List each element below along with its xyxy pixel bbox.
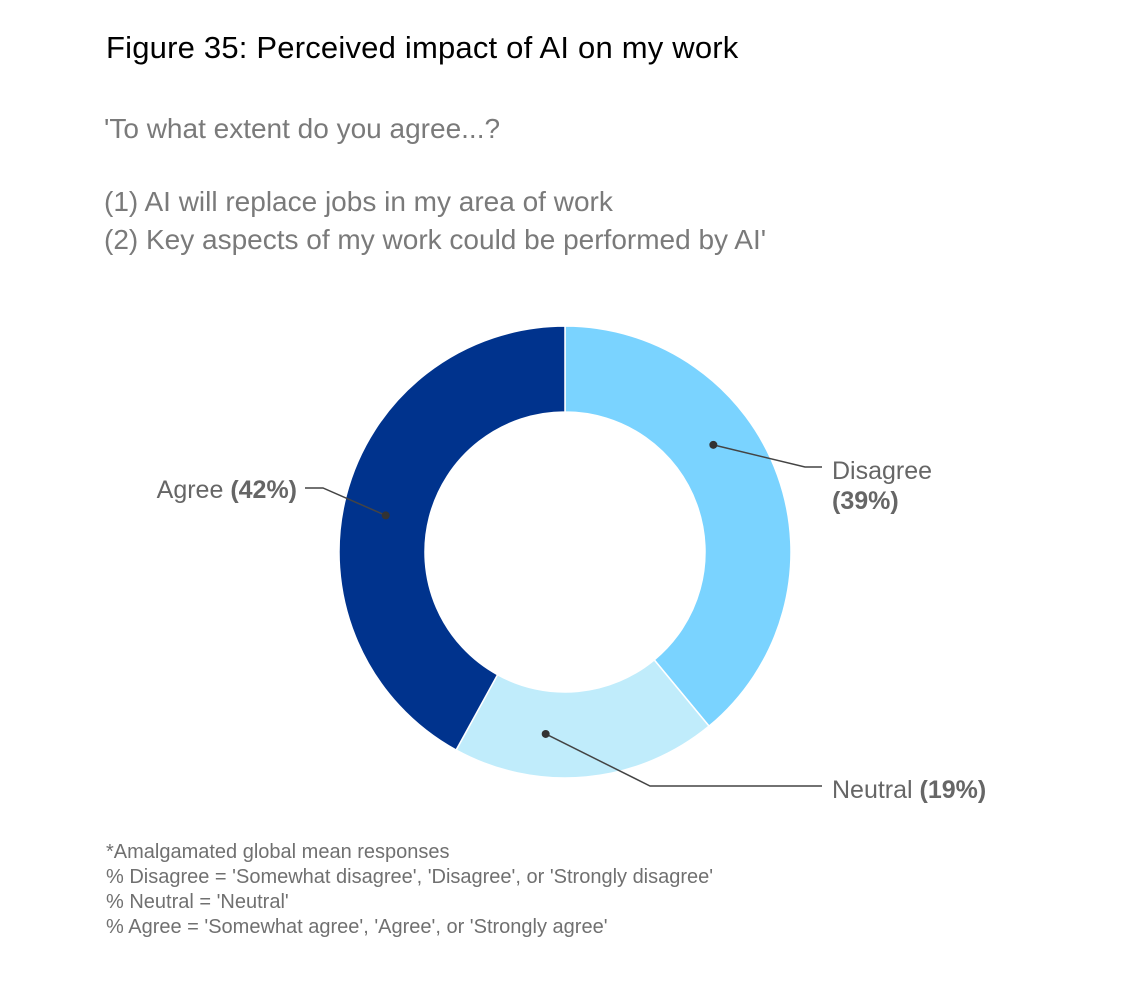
footnote-2: % Disagree = 'Somewhat disagree', 'Disag… (106, 866, 714, 888)
question-1: (1) AI will replace jobs in my area of w… (104, 186, 613, 217)
slice-label-agree: Agree (42%) (157, 476, 297, 504)
donut-slices (338, 325, 792, 779)
leader-line-disagree (713, 444, 822, 468)
footnote-3: % Neutral = 'Neutral' (106, 891, 289, 913)
leader-dot-agree (381, 511, 390, 520)
slice-disagree (564, 325, 792, 728)
leader-dot-disagree (709, 440, 718, 449)
slice-pct-disagree: (39%) (832, 487, 899, 515)
slice-pct-neutral: (19%) (920, 776, 987, 804)
leader-lines (305, 440, 822, 787)
slice-neutral (455, 658, 711, 779)
leader-line-agree (305, 487, 386, 517)
slice-label-disagree: Disagree (832, 457, 932, 485)
leader-dot-neutral (541, 729, 550, 738)
slice-pct-agree: (42%) (230, 476, 297, 504)
slice-name-neutral: Neutral (832, 776, 913, 804)
question-2: (2) Key aspects of my work could be perf… (104, 224, 767, 255)
slice-name-agree: Agree (157, 476, 224, 504)
footnote-1: *Amalgamated global mean responses (106, 841, 450, 863)
question-intro: 'To what extent do you agree...? (104, 113, 501, 144)
slice-agree (338, 325, 566, 752)
slice-name-disagree: Disagree (832, 457, 932, 485)
footnote-4: % Agree = 'Somewhat agree', 'Agree', or … (106, 916, 608, 938)
slice-label-neutral: Neutral (19%) (832, 776, 986, 804)
footnotes: *Amalgamated global mean responses % Dis… (106, 840, 713, 940)
figure-title: Figure 35: Perceived impact of AI on my … (106, 30, 739, 65)
leader-line-neutral (545, 733, 822, 787)
